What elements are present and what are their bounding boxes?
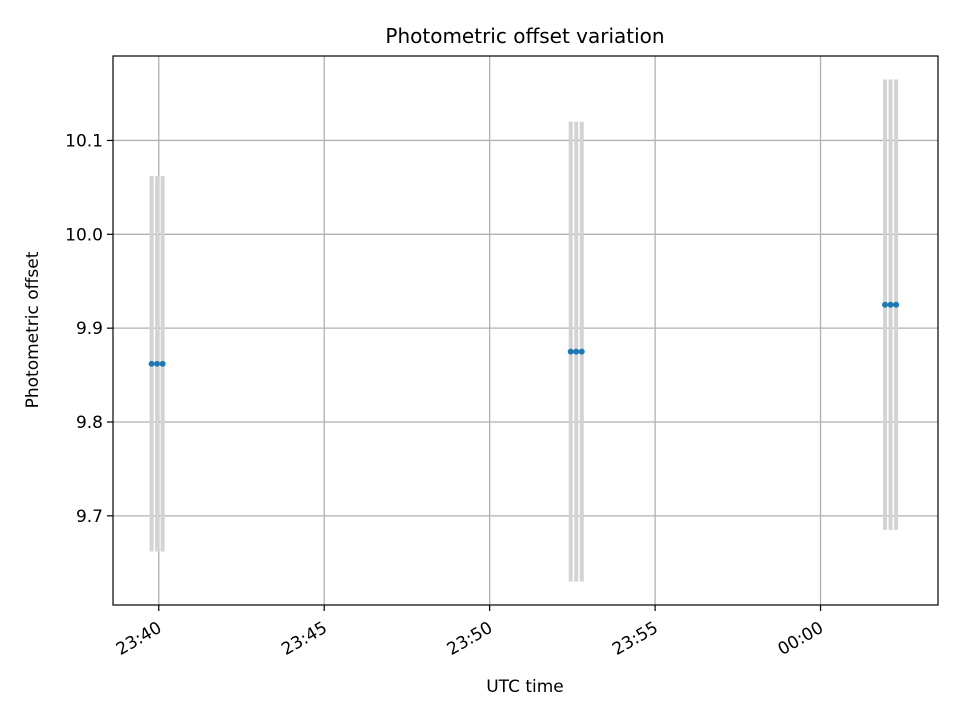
- grid: [113, 56, 938, 605]
- chart-title: Photometric offset variation: [385, 24, 664, 48]
- data-point: [573, 348, 580, 355]
- data-points: [148, 301, 900, 367]
- y-tick-label: 10.0: [65, 225, 103, 245]
- data-point: [887, 301, 894, 308]
- plot-area: [113, 56, 938, 605]
- y-tick-label: 9.9: [76, 319, 103, 339]
- data-point: [882, 301, 889, 308]
- y-tick-label: 9.7: [76, 507, 103, 527]
- data-point: [893, 301, 900, 308]
- data-point: [154, 360, 161, 367]
- data-point: [578, 348, 585, 355]
- y-tick-label: 10.1: [65, 131, 103, 151]
- data-point: [148, 360, 155, 367]
- plot-frame: [112, 55, 939, 606]
- y-tick-label: 9.8: [76, 413, 103, 433]
- data-point: [159, 360, 166, 367]
- x-axis-label: UTC time: [486, 677, 564, 697]
- y-axis-label: Photometric offset: [23, 251, 43, 408]
- data-point: [567, 348, 574, 355]
